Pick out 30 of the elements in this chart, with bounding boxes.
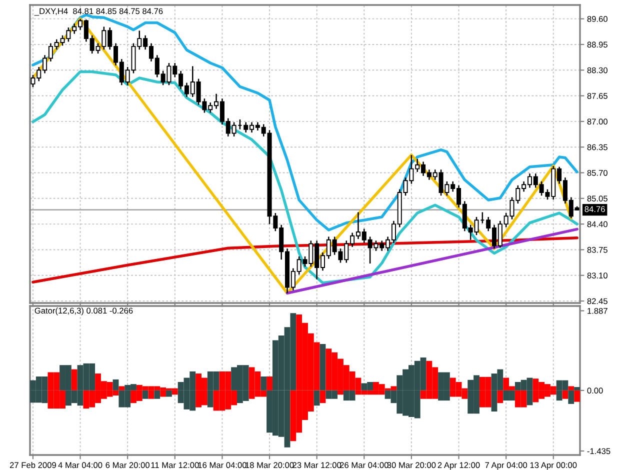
x-tick-label: 7 Apr 04:00 <box>485 462 528 470</box>
y-tick-label: 86.35 <box>587 144 608 150</box>
y-tick-label: 85.70 <box>587 170 608 176</box>
y-tick-label: 87.65 <box>587 92 608 99</box>
y-tick-label: 84.40 <box>587 221 608 228</box>
y-tick-label: -1.435 <box>587 448 610 454</box>
y-tick-label: 83.75 <box>587 246 608 253</box>
x-tick-label: 30 Mar 20:00 <box>387 462 436 468</box>
x-tick-label: 11 Mar 12:00 <box>151 462 199 468</box>
y-tick-label: 87.00 <box>587 118 608 125</box>
y-tick-label: 1.887 <box>588 308 608 314</box>
ref-line-label: 84.76 <box>584 206 605 212</box>
x-tick-label: 4 Mar 04:00 <box>58 462 102 468</box>
x-tick-label: 26 Mar 04:00 <box>340 462 388 468</box>
chart-title: Gator(12,6,3) 0.081 -0.266 <box>34 307 133 316</box>
x-tick-label: 6 Mar 20:00 <box>106 462 150 468</box>
x-tick-label: 18 Mar 20:00 <box>246 462 294 468</box>
y-tick-label: 88.95 <box>587 42 608 48</box>
x-tick-label: 23 Mar 12:00 <box>292 462 342 468</box>
y-tick-label: 0.00 <box>587 388 603 394</box>
y-tick-label: 88.30 <box>587 67 608 74</box>
y-tick-label: 89.60 <box>587 16 608 22</box>
y-tick-label: 83.10 <box>587 272 608 278</box>
x-tick-label: 16 Mar 04:00 <box>198 462 246 468</box>
chart-title: _DXY,H4 84.81 84.85 84.75 84.76 <box>34 8 163 16</box>
y-tick-label: 82.45 <box>587 298 608 304</box>
x-tick-label: 13 Apr 00:00 <box>530 462 577 470</box>
x-tick-label: 27 Feb 2009 <box>10 462 56 468</box>
x-tick-label: 2 Apr 12:00 <box>438 462 480 470</box>
y-tick-label: 85.05 <box>587 196 608 202</box>
